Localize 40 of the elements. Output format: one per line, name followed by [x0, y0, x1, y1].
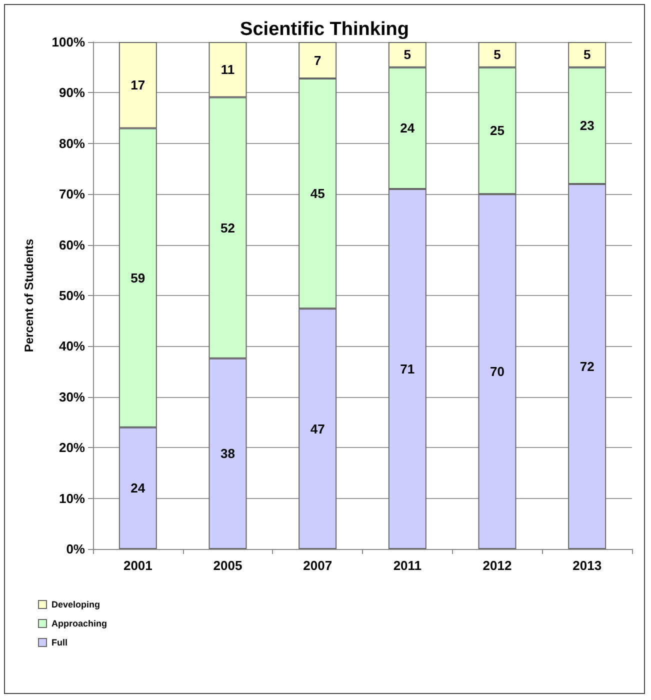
y-tick-label: 30% — [58, 389, 86, 404]
y-tick-label: 50% — [58, 288, 86, 303]
legend-label: Developing — [52, 600, 100, 610]
data-label: 59 — [130, 270, 146, 286]
x-tick-label: 2007 — [303, 558, 332, 573]
data-label: 72 — [580, 358, 594, 374]
data-label: 71 — [400, 362, 415, 377]
data-label: 11 — [220, 62, 235, 78]
data-label: 7 — [314, 52, 322, 68]
data-label: 52 — [220, 220, 235, 236]
data-label: 24 — [130, 480, 146, 496]
x-tick-label: 2001 — [123, 558, 152, 573]
y-axis-title: Percent of Students — [22, 238, 36, 352]
y-tick-label: 100% — [52, 34, 86, 50]
data-label: 45 — [310, 186, 325, 202]
chart-title: Scientific Thinking — [240, 19, 409, 40]
y-tick-label: 20% — [58, 440, 86, 456]
data-label: 25 — [490, 123, 504, 138]
y-tick-label: 10% — [58, 490, 86, 506]
y-tick-label: 40% — [58, 338, 86, 354]
x-tick-label: 2012 — [482, 558, 512, 573]
data-label: 47 — [310, 421, 325, 436]
data-label: 70 — [490, 364, 504, 380]
data-label: 5 — [583, 47, 591, 62]
data-label: 5 — [494, 47, 501, 62]
legend-label: Approaching — [52, 618, 107, 628]
legend-label: Full — [52, 638, 68, 648]
y-tick-label: 80% — [58, 136, 86, 151]
data-label: 24 — [400, 120, 416, 136]
data-label: 23 — [580, 118, 594, 134]
data-label: 17 — [130, 78, 146, 93]
data-label: 38 — [220, 446, 235, 462]
data-label: 5 — [404, 47, 412, 62]
x-tick-label: 2013 — [572, 558, 602, 573]
y-tick-label: 0% — [66, 542, 86, 556]
y-tick-label: 90% — [58, 85, 86, 100]
y-tick-label: 60% — [58, 237, 86, 252]
x-tick-label: 2005 — [213, 558, 242, 573]
y-tick-label: 70% — [58, 186, 86, 202]
x-tick-label: 2011 — [393, 558, 422, 573]
